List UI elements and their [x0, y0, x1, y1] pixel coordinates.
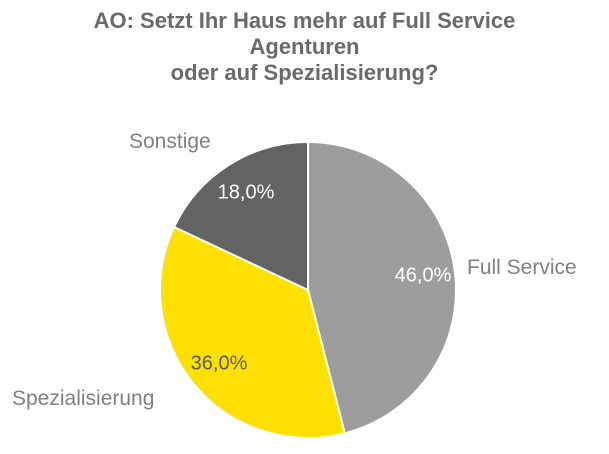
category-label-full-service: Full Service — [467, 256, 577, 279]
pie-slice-full-service — [307, 141, 457, 435]
value-label-spezialisierung: 36,0% — [190, 352, 248, 375]
pie-slice-spezialisierung — [159, 225, 346, 439]
category-label-spezialisierung: Spezialisierung — [12, 387, 155, 410]
value-label-sonstige: 18,0% — [217, 181, 275, 204]
pie-slice-sonstige — [173, 141, 309, 291]
value-label-full-service: 46,0% — [394, 264, 452, 287]
chart-title: AO: Setzt Ihr Haus mehr auf Full Service… — [93, 8, 516, 85]
category-label-sonstige: Sonstige — [129, 130, 211, 153]
